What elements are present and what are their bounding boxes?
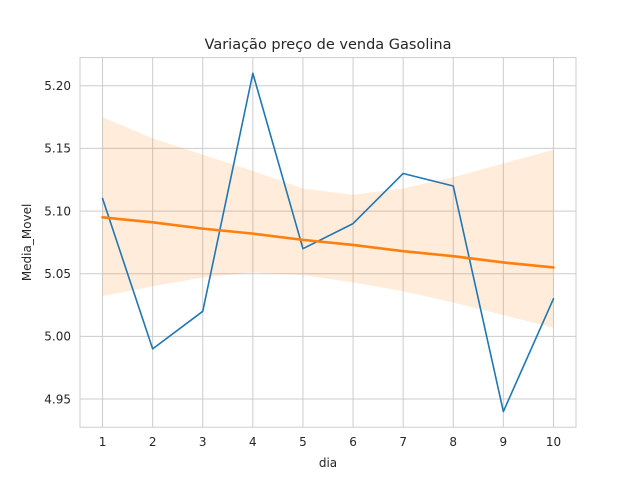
y-tick-labels: 4.95 5.00 5.05 5.10 5.15 5.20 — [44, 79, 71, 406]
x-tick-labels: 1 2 3 4 5 6 7 8 9 10 — [99, 435, 561, 449]
y-tick-label: 4.95 — [44, 392, 71, 406]
confidence-band — [102, 117, 554, 328]
x-tick-label: 3 — [199, 435, 207, 449]
y-tick-label: 5.20 — [44, 79, 71, 93]
x-tick-label: 9 — [500, 435, 508, 449]
y-tick-label: 5.00 — [44, 330, 71, 344]
x-axis-label: dia — [319, 456, 337, 470]
x-tick-label: 6 — [349, 435, 357, 449]
x-tick-label: 10 — [546, 435, 561, 449]
chart-title: Variação preço de venda Gasolina — [205, 37, 452, 53]
plot-frame — [79, 57, 577, 428]
x-tick-label: 5 — [299, 435, 307, 449]
confidence-band-area — [102, 117, 554, 328]
y-axis-label: Media_Movel — [20, 204, 34, 282]
x-tick-label: 1 — [99, 435, 107, 449]
y-tick-label: 5.10 — [44, 204, 71, 218]
y-tick-label: 5.15 — [44, 142, 71, 156]
grid — [80, 57, 576, 428]
x-tick-label: 2 — [149, 435, 157, 449]
x-tick-label: 4 — [249, 435, 257, 449]
data-line — [101, 72, 555, 413]
regression-line — [101, 216, 555, 269]
series-lines — [101, 72, 555, 413]
x-tick-label: 8 — [449, 435, 457, 449]
x-tick-label: 7 — [399, 435, 407, 449]
y-tick-label: 5.05 — [44, 267, 71, 281]
